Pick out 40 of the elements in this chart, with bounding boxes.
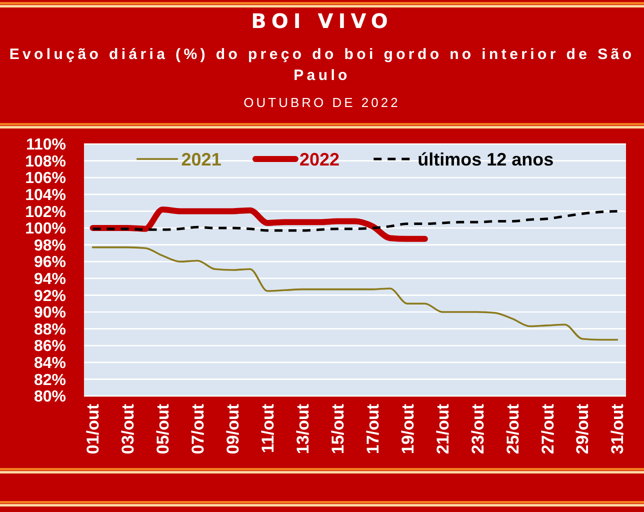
- y-tick-label: 100%: [25, 220, 66, 238]
- y-tick-label: 90%: [34, 304, 66, 322]
- line-series: [91, 210, 619, 232]
- legend-label: últimos 12 anos: [418, 149, 554, 170]
- line-series: [92, 246, 618, 341]
- legend-label: 2021: [181, 149, 222, 170]
- y-tick-label: 106%: [25, 170, 66, 188]
- chart-title: BOI VIVO: [250, 9, 394, 33]
- chart-subtitle: Evolução diária (%) do preço do boi gordo no interior de São Paulo: [8, 45, 636, 86]
- x-tick-label: 13/out: [294, 404, 312, 454]
- y-tick-label: 96%: [34, 254, 66, 272]
- x-tick-label: 15/out: [328, 404, 348, 454]
- x-tick-label: 09/out: [224, 404, 243, 454]
- y-tick-label: 82%: [34, 372, 66, 389]
- y-tick-label: 86%: [34, 338, 66, 356]
- legend-label: 2022: [299, 149, 340, 170]
- x-tick-label: 19/out: [398, 404, 418, 454]
- y-tick-label: 110%: [26, 136, 66, 154]
- y-tick-label: 102%: [25, 204, 66, 221]
- x-tick-label: 05/out: [154, 404, 173, 454]
- y-tick-label: 104%: [25, 187, 66, 204]
- y-tick-label: 94%: [34, 271, 66, 288]
- x-tick-label: 17/out: [363, 404, 382, 454]
- x-tick-label: 29/out: [573, 404, 592, 454]
- x-tick-label: 23/out: [468, 404, 488, 454]
- y-tick-label: 80%: [34, 388, 66, 406]
- x-tick-label: 31/out: [608, 404, 628, 454]
- y-tick-label: 92%: [34, 288, 66, 305]
- x-tick-label: 21/out: [433, 404, 452, 454]
- y-tick-label: 88%: [34, 321, 66, 338]
- x-tick-label: 03/out: [118, 404, 138, 454]
- x-tick-label: 25/out: [503, 404, 522, 454]
- y-tick-label: 84%: [34, 355, 66, 372]
- x-tick-label: 27/out: [538, 404, 558, 454]
- x-tick-label: 07/out: [188, 404, 208, 454]
- y-tick-label: 108%: [25, 153, 66, 170]
- y-tick-label: 98%: [34, 237, 66, 254]
- x-tick-label: 01/out: [84, 404, 103, 454]
- text: OUTUBRO DE 2022: [242, 94, 402, 112]
- x-tick-label: 11/out: [258, 404, 278, 454]
